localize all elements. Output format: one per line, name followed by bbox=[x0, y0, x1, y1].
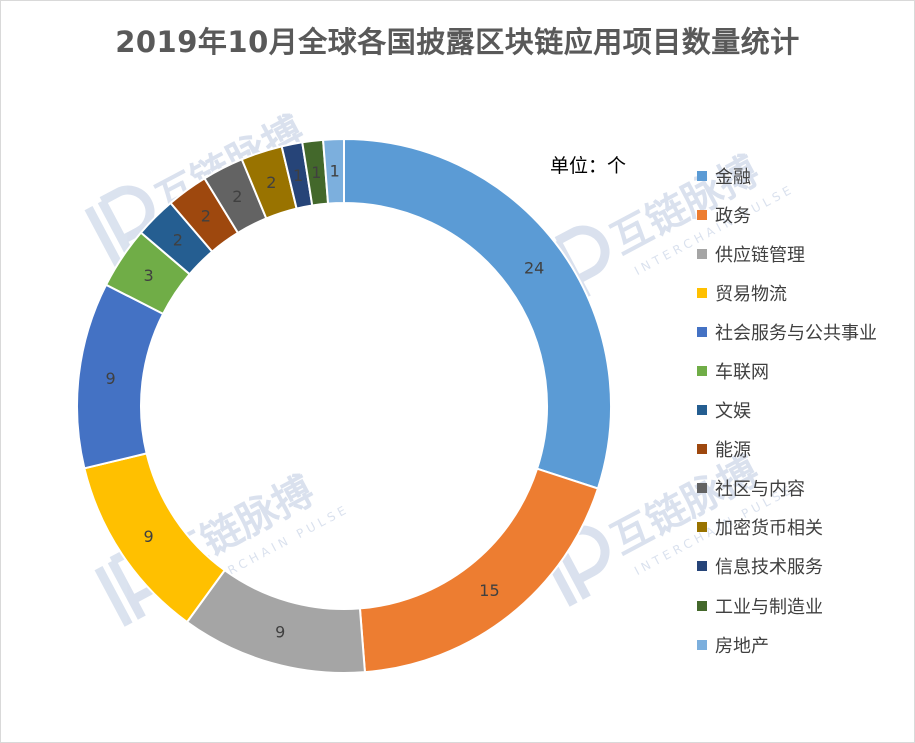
slice-value-label: 24 bbox=[524, 258, 544, 277]
donut-slice bbox=[76, 283, 165, 470]
legend-item: 车联网 bbox=[697, 351, 877, 390]
legend-label: 信息技术服务 bbox=[715, 557, 823, 579]
legend-swatch bbox=[697, 366, 707, 377]
unit-label: 单位：个 bbox=[550, 155, 627, 177]
legend-swatch bbox=[697, 444, 707, 455]
slice-value-label: 9 bbox=[106, 369, 116, 388]
legend-swatch bbox=[697, 522, 707, 533]
legend-item: 金融 bbox=[697, 156, 877, 195]
legend-item: 社会服务与公共事业 bbox=[697, 312, 877, 351]
donut-slice bbox=[83, 452, 227, 624]
legend-swatch bbox=[697, 600, 707, 611]
legend-swatch bbox=[697, 639, 707, 650]
slice-value-label: 9 bbox=[275, 623, 285, 642]
legend-item: 信息技术服务 bbox=[697, 547, 877, 586]
legend-item: 加密货币相关 bbox=[697, 508, 877, 547]
slice-value-label: 2 bbox=[266, 173, 276, 192]
slice-value-label: 1 bbox=[293, 166, 303, 185]
chart-title: 2019年10月全球各国披露区块链应用项目数量统计 bbox=[115, 25, 800, 59]
slice-value-label: 1 bbox=[311, 163, 321, 182]
legend-label: 政务 bbox=[715, 205, 751, 227]
legend-item: 文娱 bbox=[697, 391, 877, 430]
legend-label: 金融 bbox=[715, 166, 751, 188]
legend-item: 工业与制造业 bbox=[697, 586, 877, 625]
legend-label: 贸易物流 bbox=[715, 283, 787, 305]
slice-value-label: 1 bbox=[330, 162, 340, 181]
legend-label: 能源 bbox=[715, 440, 751, 462]
slice-value-label: 15 bbox=[479, 581, 499, 600]
donut-slice bbox=[358, 467, 600, 674]
legend-swatch bbox=[697, 170, 707, 181]
legend-label: 社会服务与公共事业 bbox=[715, 322, 877, 344]
slice-value-label: 2 bbox=[201, 206, 211, 225]
legend-item: 供应链管理 bbox=[697, 234, 877, 273]
legend-label: 车联网 bbox=[715, 362, 769, 384]
legend-swatch bbox=[697, 209, 707, 220]
legend-item: 房地产 bbox=[697, 625, 877, 664]
legend-swatch bbox=[697, 326, 707, 337]
donut-slice bbox=[321, 137, 345, 205]
legend-label: 文娱 bbox=[715, 401, 751, 423]
legend-label: 加密货币相关 bbox=[715, 518, 823, 540]
slice-value-label: 2 bbox=[173, 230, 183, 249]
legend-swatch bbox=[697, 248, 707, 259]
legend-label: 社区与内容 bbox=[715, 479, 805, 501]
legend-swatch bbox=[697, 483, 707, 494]
legend-item: 贸易物流 bbox=[697, 273, 877, 312]
legend: 金融政务供应链管理贸易物流社会服务与公共事业 车联网文娱能源社区与内容加密货币相关… bbox=[697, 156, 877, 664]
slice-value-label: 2 bbox=[232, 187, 242, 206]
legend-label: 工业与制造业 bbox=[715, 596, 823, 618]
legend-swatch bbox=[697, 287, 707, 298]
donut-slice bbox=[343, 137, 612, 490]
legend-label: 房地产 bbox=[715, 635, 769, 657]
legend-swatch bbox=[697, 561, 707, 572]
legend-item: 社区与内容 bbox=[697, 469, 877, 508]
legend-item: 能源 bbox=[697, 430, 877, 469]
legend-swatch bbox=[697, 405, 707, 416]
legend-item: 政务 bbox=[697, 195, 877, 234]
legend-label: 供应链管理 bbox=[715, 244, 805, 266]
slice-value-label: 3 bbox=[144, 266, 154, 285]
slice-value-label: 9 bbox=[144, 527, 154, 546]
